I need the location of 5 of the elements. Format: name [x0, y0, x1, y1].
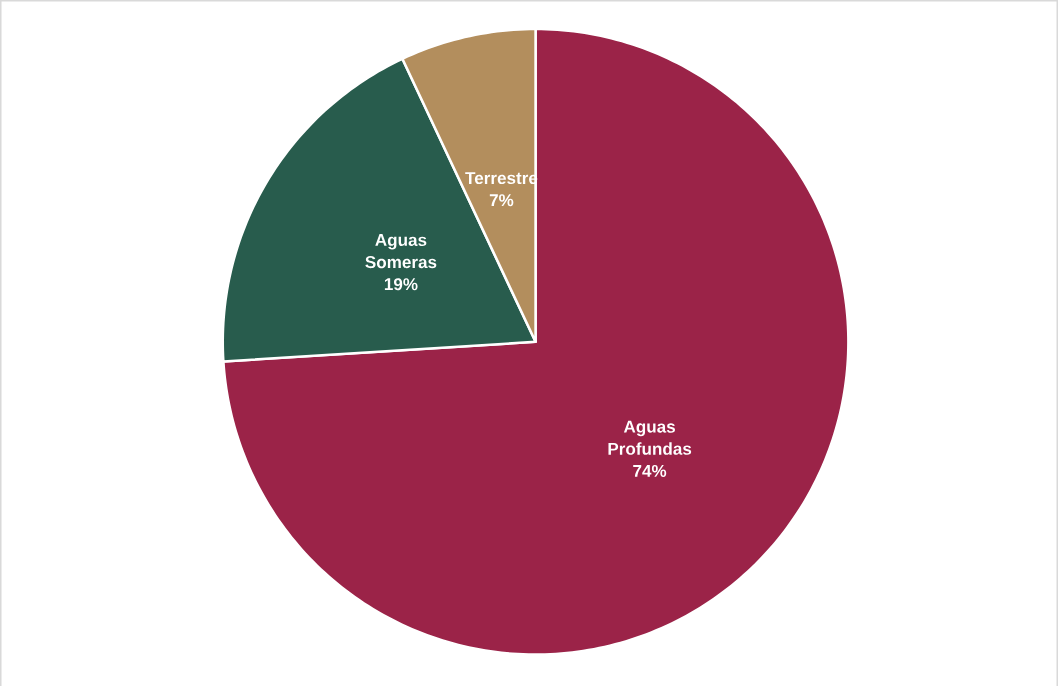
data-label: 19%: [384, 278, 418, 291]
slice-label: Aguas Profundas: [608, 420, 692, 456]
data-label: 7%: [489, 194, 514, 207]
slice-label: Aguas Someras: [365, 234, 437, 269]
data-label: 74%: [633, 465, 667, 478]
